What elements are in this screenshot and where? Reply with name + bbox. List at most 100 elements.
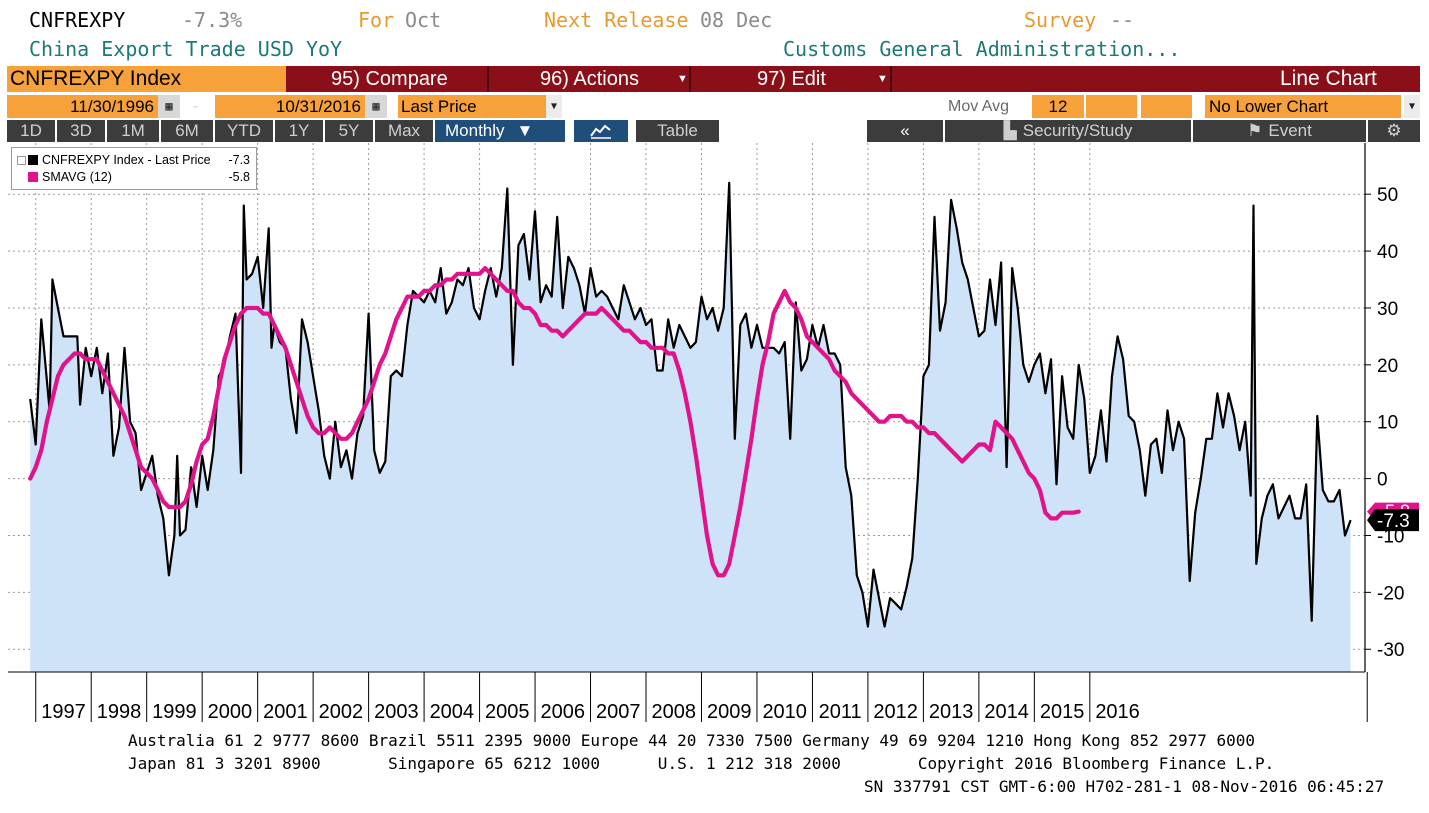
series-description: China Export Trade USD YoY <box>29 37 343 61</box>
x-tick-label: 2012 <box>873 701 918 723</box>
divider <box>487 66 489 92</box>
legend-label: CNFREXPY Index - Last Price <box>42 153 211 167</box>
footer-contacts-2: Japan 81 3 3201 8900 Singapore 65 6212 1… <box>128 754 1275 773</box>
mov-avg-input[interactable]: 12 <box>1032 95 1084 118</box>
legend-swatch <box>28 155 38 165</box>
mov-avg-input-3[interactable] <box>1141 95 1192 118</box>
x-tick-label: 2016 <box>1095 701 1140 723</box>
next-release-value: 08 Dec <box>700 8 773 32</box>
x-tick-label: 2002 <box>319 701 364 723</box>
index-title[interactable]: CNFREXPY Index <box>7 66 286 92</box>
y-tick-label: -30 <box>1377 640 1404 661</box>
table-button[interactable]: Table <box>636 120 719 142</box>
x-tick-label: 2007 <box>596 701 641 723</box>
actions-label: 96) Actions <box>540 68 639 90</box>
price-value-tag-label: -7.3 <box>1377 511 1410 532</box>
period-bar: 1D 3D 1M 6M YTD 1Y 5Y Max Monthly ▼ Table… <box>7 120 1420 142</box>
change-value: -7.3% <box>182 8 243 32</box>
x-tick-label: 2001 <box>263 701 308 723</box>
chart-legend: CNFREXPY Index - Last Price -7.3 SMAVG (… <box>11 147 257 190</box>
period-5y[interactable]: 5Y <box>325 120 373 142</box>
compare-button[interactable]: 95) Compare <box>331 68 448 90</box>
calendar-icon[interactable]: ▦ <box>365 95 387 118</box>
x-tick-label: 2009 <box>707 701 752 723</box>
period-6m[interactable]: 6M <box>161 120 213 142</box>
x-tick-label: 2014 <box>984 701 1029 723</box>
chevron-down-icon[interactable]: ▼ <box>1404 95 1420 118</box>
y-tick-label: -20 <box>1377 583 1404 604</box>
x-tick-label: 2003 <box>374 701 419 723</box>
survey-value: -- <box>1110 8 1135 32</box>
chart-type-label[interactable]: Line Chart <box>1280 67 1377 90</box>
frequency-label: Monthly <box>445 121 505 140</box>
calendar-icon[interactable]: ▦ <box>158 95 180 118</box>
legend-item-smavg[interactable]: SMAVG (12) <box>28 169 112 185</box>
survey-label: Survey <box>1024 8 1097 32</box>
x-tick-label: 1999 <box>152 701 197 723</box>
smavg-line <box>28 266 1081 578</box>
mov-avg-input-2[interactable] <box>1086 95 1137 118</box>
data-source: Customs General Administration... <box>783 37 1181 61</box>
x-tick-label: 2004 <box>430 701 475 723</box>
next-release-label: Next Release <box>544 8 689 32</box>
period-1m[interactable]: 1M <box>107 120 159 142</box>
gear-icon[interactable]: ⚙ <box>1368 120 1420 142</box>
footer-session: SN 337791 CST GMT-6:00 H702-281-1 08-Nov… <box>864 777 1385 796</box>
x-tick-label: 1998 <box>97 701 142 723</box>
y-tick-label: -10 <box>1377 526 1404 547</box>
legend-value: -7.3 <box>228 153 250 167</box>
legend-item-price[interactable]: CNFREXPY Index - Last Price <box>28 152 211 168</box>
end-date-field[interactable]: 10/31/2016 <box>215 95 365 118</box>
flag-icon: ⚑ <box>1247 121 1263 140</box>
axes <box>8 143 1371 722</box>
security-study-button[interactable]: ▙ Security/Study <box>945 120 1191 142</box>
period-1y[interactable]: 1Y <box>275 120 323 142</box>
command-bar: CNFREXPY Index 95) Compare 96) Actions ▼… <box>7 66 1420 92</box>
period-max[interactable]: Max <box>375 120 433 142</box>
legend-label: SMAVG (12) <box>42 170 112 184</box>
price-line <box>29 181 1352 628</box>
chevron-down-icon[interactable]: ▼ <box>546 95 562 118</box>
lower-chart-select[interactable]: No Lower Chart <box>1205 95 1401 118</box>
period-1d[interactable]: 1D <box>7 120 55 142</box>
price-field-select[interactable]: Last Price <box>398 95 546 118</box>
legend-collapse-icon[interactable] <box>17 156 26 165</box>
chart-view-icon[interactable] <box>574 120 628 142</box>
event-label: Event <box>1268 121 1312 140</box>
edit-menu[interactable]: 97) Edit <box>757 66 826 92</box>
for-label: For <box>358 8 395 32</box>
event-button[interactable]: ⚑ Event <box>1193 120 1366 142</box>
frequency-select[interactable]: Monthly ▼ <box>435 120 565 142</box>
security-study-label: Security/Study <box>1022 121 1133 140</box>
for-value: Oct <box>405 8 442 32</box>
x-tick-label: 2013 <box>929 701 974 723</box>
chevron-down-icon[interactable]: ▼ <box>877 73 888 85</box>
range-bar: 11/30/1996 ▦ - 10/31/2016 ▦ Last Price ▼… <box>7 95 1420 118</box>
price-value-tag <box>1367 509 1419 532</box>
collapse-icon[interactable]: « <box>867 120 943 142</box>
bar-chart-icon: ▙ <box>1003 121 1017 140</box>
legend-value: -5.8 <box>228 170 250 184</box>
legend-swatch <box>28 172 38 182</box>
divider <box>890 66 892 92</box>
chevron-down-icon[interactable]: ▼ <box>677 73 688 85</box>
date-separator: - <box>193 98 199 115</box>
footer-contacts-1: Australia 61 2 9777 8600 Brazil 5511 239… <box>128 731 1256 750</box>
x-tick-label: 2000 <box>208 701 253 723</box>
start-date-field[interactable]: 11/30/1996 <box>7 95 158 118</box>
x-tick-label: 2008 <box>651 701 696 723</box>
edit-label: 97) Edit <box>757 68 826 90</box>
x-tick-label: 2015 <box>1040 701 1085 723</box>
ticker-label: CNFREXPY <box>29 8 126 32</box>
y-tick-label: 0 <box>1377 470 1388 491</box>
actions-menu[interactable]: 96) Actions <box>540 66 639 92</box>
period-ytd[interactable]: YTD <box>215 120 273 142</box>
series-lines <box>28 181 1352 628</box>
period-3d[interactable]: 3D <box>57 120 105 142</box>
y-tick-label: 10 <box>1377 413 1398 434</box>
x-tick-label: 2005 <box>485 701 530 723</box>
divider <box>689 66 691 92</box>
y-tick-label: 20 <box>1377 356 1398 377</box>
